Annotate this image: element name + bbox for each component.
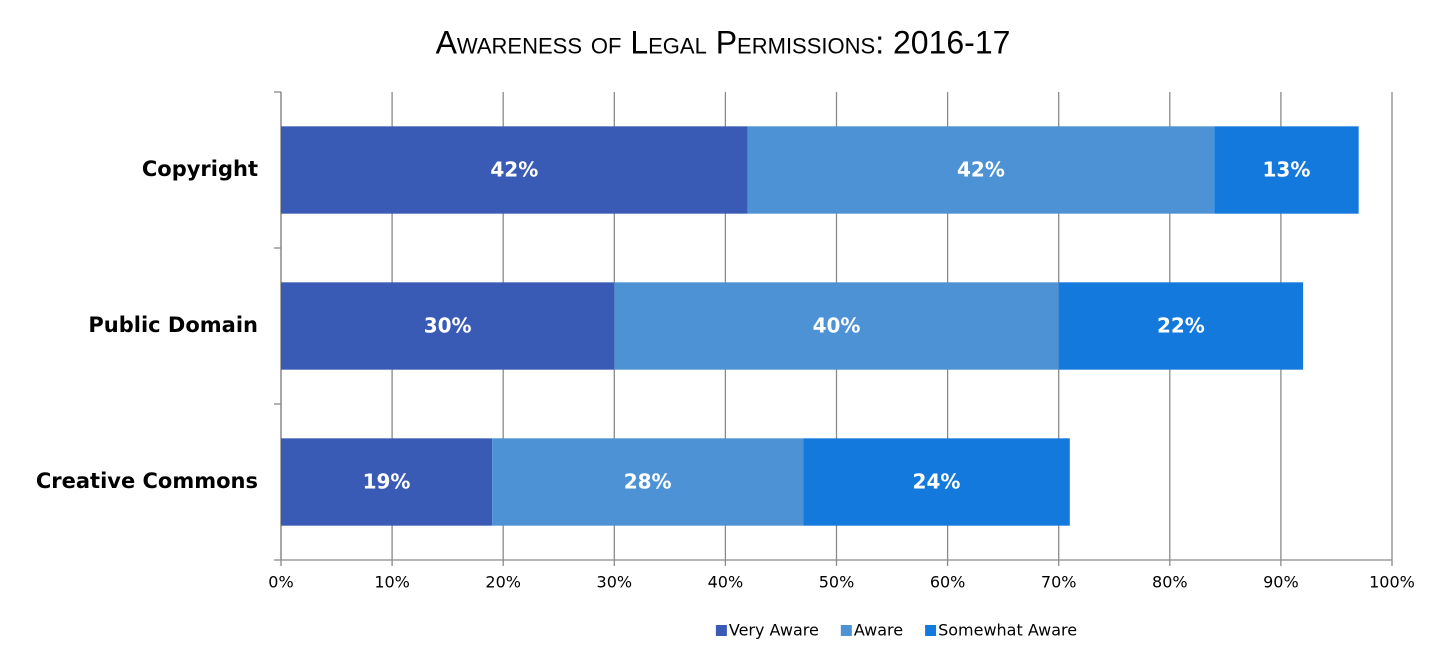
data-label: 30% bbox=[424, 314, 472, 338]
x-tick-label: 100% bbox=[1369, 573, 1415, 592]
chart-title: Awareness of Legal Permissions: 2016-17 bbox=[436, 24, 1011, 60]
legend-swatch bbox=[925, 625, 937, 636]
bar bbox=[614, 282, 1059, 370]
bar bbox=[803, 438, 1070, 526]
data-label: 24% bbox=[913, 470, 961, 494]
y-tick-label: Public Domain bbox=[88, 313, 258, 337]
bar bbox=[281, 126, 748, 214]
legend-swatch bbox=[715, 625, 727, 636]
data-label: 22% bbox=[1157, 314, 1205, 338]
x-tick-label: 50% bbox=[819, 573, 855, 592]
legend-label: Very Aware bbox=[729, 621, 819, 640]
x-tick-label: 0% bbox=[268, 573, 293, 592]
bar bbox=[492, 438, 804, 526]
bar bbox=[747, 126, 1215, 214]
x-tick-label: 10% bbox=[374, 573, 410, 592]
x-tick-label: 70% bbox=[1041, 573, 1077, 592]
x-tick-label: 60% bbox=[930, 573, 966, 592]
legend-swatch bbox=[840, 625, 852, 636]
y-tick-label: Creative Commons bbox=[36, 469, 258, 493]
legend-label: Aware bbox=[854, 621, 903, 640]
data-label: 42% bbox=[957, 158, 1005, 182]
data-label: 40% bbox=[813, 314, 861, 338]
x-tick-label: 90% bbox=[1263, 573, 1299, 592]
y-tick-label: Copyright bbox=[142, 157, 258, 181]
bar bbox=[1214, 126, 1359, 214]
data-label: 42% bbox=[490, 158, 538, 182]
x-tick-label: 80% bbox=[1152, 573, 1188, 592]
bar bbox=[1058, 282, 1304, 370]
data-label: 28% bbox=[624, 470, 672, 494]
x-tick-label: 40% bbox=[708, 573, 744, 592]
data-label: 13% bbox=[1263, 158, 1311, 182]
x-tick-label: 30% bbox=[597, 573, 633, 592]
bar bbox=[281, 282, 615, 370]
data-label: 19% bbox=[363, 470, 411, 494]
bar bbox=[281, 438, 493, 526]
x-tick-label: 20% bbox=[485, 573, 521, 592]
legend-label: Somewhat Aware bbox=[938, 621, 1077, 640]
